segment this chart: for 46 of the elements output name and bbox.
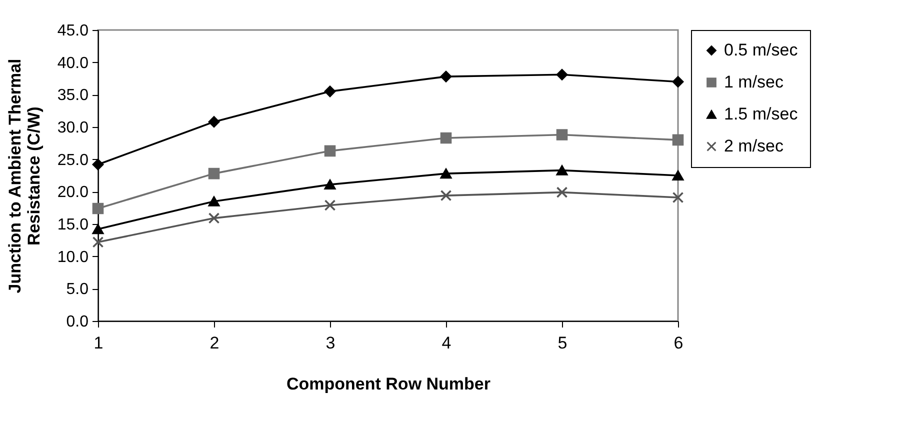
point [208,116,220,128]
point [672,76,684,88]
point [556,68,568,80]
legend-label: 1.5 m/sec [724,104,798,124]
point [672,192,684,204]
x-tick-label: 6 [674,334,684,352]
point [440,190,452,202]
y-tick-label: 30.0 [57,120,89,136]
y-tick-label: 5.0 [66,281,89,298]
point [324,145,336,157]
x-axis-title: Component Row Number [286,374,491,394]
legend-label: 1 m/sec [724,72,784,92]
point [208,212,220,224]
point [324,180,336,190]
point [208,168,220,180]
x-tick-label: 5 [558,334,568,352]
x-tick-label: 2 [210,334,220,352]
point [440,168,452,179]
y-tick-label: 10.0 [57,248,89,266]
point [92,236,104,248]
y-tick-label: 20.0 [57,184,89,202]
point [556,129,568,140]
y-tick-label: 15.0 [57,216,89,234]
x-tick-label: 3 [326,334,336,352]
y-tick-label: 25.0 [57,152,89,169]
x-tick-label: 1 [94,334,104,352]
point [92,224,104,234]
point [208,196,220,206]
y-tick-label: 35.0 [57,87,89,104]
point [672,134,684,146]
legend-label: 2 m/sec [724,136,784,156]
point [92,202,104,214]
y-axis-title: Junction to Ambient Thermal Resistance (C/W) [5,58,44,294]
point [672,170,684,181]
legend-label: 0.5 m/sec [724,40,798,60]
point [324,86,336,98]
point [324,200,336,211]
y-tick-label: 0.0 [66,314,89,330]
y-tick-label: 40.0 [57,54,89,72]
x-tick-label: 4 [442,334,452,352]
point [556,186,568,198]
y-tick-label: 45.0 [57,22,89,40]
point [92,158,104,170]
point [440,70,452,82]
point [440,132,452,144]
point [556,165,568,176]
